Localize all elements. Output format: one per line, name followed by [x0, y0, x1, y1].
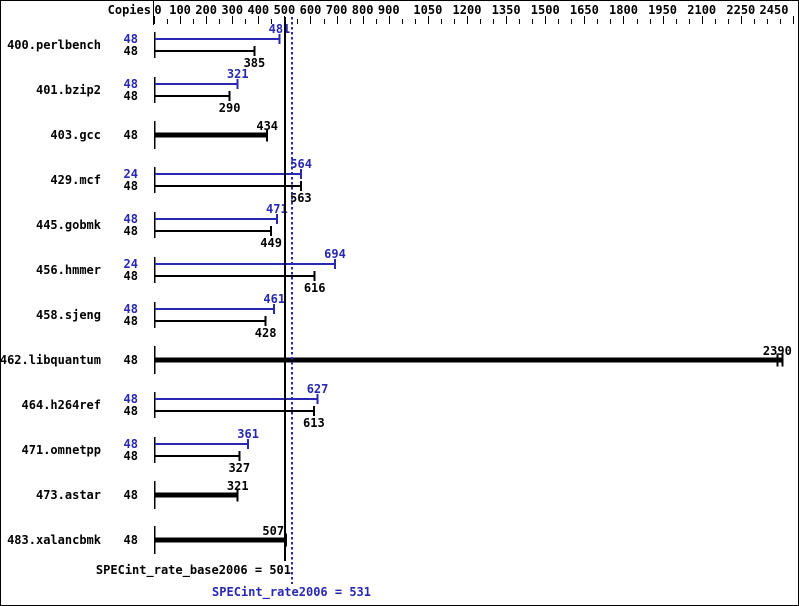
axis-tick-label: 900 [378, 3, 400, 17]
axis-tick-label: 300 [221, 3, 243, 17]
peak-value-label: 361 [237, 427, 259, 441]
peak-value-label: 321 [227, 67, 249, 81]
axis-tick-label: 700 [326, 3, 348, 17]
copies-label: 24 [124, 257, 138, 271]
copies-label: 48 [124, 44, 138, 58]
peak-rate-summary: SPECint_rate2006 = 531 [212, 585, 371, 600]
base-value-label: 327 [228, 461, 250, 475]
axis-tick-label: 2450 [760, 3, 789, 17]
base-value-label: 449 [260, 236, 282, 250]
copies-label: 48 [124, 128, 138, 142]
base-value-label: 563 [290, 191, 312, 205]
bar-value-label: 2390 [763, 344, 792, 358]
copies-label: 48 [124, 32, 138, 46]
copies-label: 48 [124, 449, 138, 463]
copies-label: 48 [124, 353, 138, 367]
axis-tick-label: 600 [300, 3, 322, 17]
base-value-label: 613 [303, 416, 325, 430]
axis-tick-label: 200 [195, 3, 217, 17]
benchmark-label: 473.astar [36, 488, 101, 502]
copies-label: 48 [124, 179, 138, 193]
copies-label: 48 [124, 269, 138, 283]
benchmark-label: 445.gobmk [36, 218, 102, 232]
axis-tick-label: 1200 [453, 3, 482, 17]
copies-label: 48 [124, 77, 138, 91]
base-value-label: 290 [219, 101, 241, 115]
axis-tick-label: 2100 [687, 3, 716, 17]
peak-value-label: 564 [290, 157, 312, 171]
benchmark-label: 471.omnetpp [22, 443, 101, 457]
bar-value-label: 507 [262, 524, 284, 538]
base-value-label: 428 [255, 326, 277, 340]
copies-label: 48 [124, 314, 138, 328]
axis-tick-label: 1800 [609, 3, 638, 17]
copies-column-header: Copies [108, 3, 151, 17]
benchmark-label: 400.perlbench [7, 38, 101, 52]
axis-tick-label: 800 [352, 3, 374, 17]
benchmark-label: 456.hmmer [36, 263, 101, 277]
copies-label: 48 [124, 404, 138, 418]
axis-tick-label: 0 [154, 3, 161, 17]
copies-label: 48 [124, 89, 138, 103]
copies-label: 48 [124, 488, 138, 502]
base-value-label: 616 [304, 281, 326, 295]
benchmark-label: 401.bzip2 [36, 83, 101, 97]
benchmark-label: 403.gcc [50, 128, 101, 142]
axis-tick-label: 100 [169, 3, 191, 17]
axis-tick-label: 2250 [726, 3, 755, 17]
peak-value-label: 461 [263, 292, 285, 306]
copies-label: 48 [124, 437, 138, 451]
benchmark-label: 429.mcf [50, 173, 101, 187]
peak-value-label: 694 [324, 247, 346, 261]
benchmark-label: 458.sjeng [36, 308, 101, 322]
bar-value-label: 434 [256, 119, 278, 133]
peak-value-label: 627 [307, 382, 329, 396]
benchmark-label: 483.xalancbmk [7, 533, 102, 547]
copies-label: 48 [124, 212, 138, 226]
benchmark-label: 462.libquantum [1, 353, 101, 367]
peak-value-label: 481 [269, 22, 291, 36]
peak-value-label: 471 [266, 202, 288, 216]
chart-layer: 0 100 200 300 400 500 600 700 800 900 1050 1200 1350… [1, 1, 794, 584]
base-rate-summary: SPECint_rate_base2006 = 501 [96, 563, 291, 578]
axis-tick-label: 1050 [413, 3, 442, 17]
axis-tick-label: 1500 [531, 3, 560, 17]
axis-tick-label: 1350 [492, 3, 521, 17]
axis-tick-label: 400 [247, 3, 269, 17]
copies-label: 48 [124, 224, 138, 238]
base-value-label: 385 [244, 56, 266, 70]
benchmark-label: 464.h264ref [22, 398, 101, 412]
axis-tick-label: 1650 [570, 3, 599, 17]
axis-tick-label: 500 [274, 3, 296, 17]
copies-label: 48 [124, 302, 138, 316]
copies-label: 24 [124, 167, 138, 181]
copies-label: 48 [124, 533, 138, 547]
axis-tick-label: 1950 [648, 3, 677, 17]
bar-value-label: 321 [227, 479, 249, 493]
copies-label: 48 [124, 392, 138, 406]
